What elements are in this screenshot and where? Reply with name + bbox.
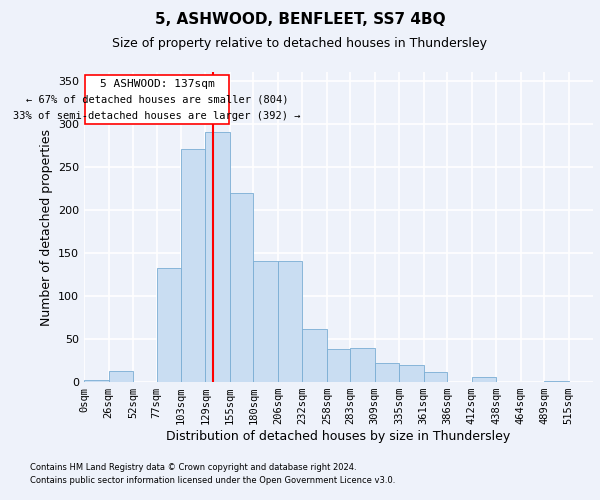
Bar (424, 372, 447, 382)
Bar (399, 365, 424, 382)
Bar (278, 260, 302, 382)
Text: 5 ASHWOOD: 137sqm: 5 ASHWOOD: 137sqm (100, 79, 214, 89)
Bar (253, 260, 278, 382)
Bar (375, 363, 399, 382)
Bar (181, 150, 205, 382)
Text: Contains public sector information licensed under the Open Government Licence v3: Contains public sector information licen… (30, 476, 395, 485)
X-axis label: Distribution of detached houses by size in Thundersley: Distribution of detached houses by size … (166, 430, 511, 443)
Bar (84, 380, 109, 382)
Text: 5, ASHWOOD, BENFLEET, SS7 4BQ: 5, ASHWOOD, BENFLEET, SS7 4BQ (155, 12, 445, 28)
Bar (472, 377, 496, 382)
Bar (109, 371, 133, 382)
Y-axis label: Number of detached properties: Number of detached properties (40, 128, 53, 326)
Bar (327, 350, 350, 382)
Text: ← 67% of detached houses are smaller (804): ← 67% of detached houses are smaller (80… (26, 95, 288, 105)
Text: Contains HM Land Registry data © Crown copyright and database right 2024.: Contains HM Land Registry data © Crown c… (30, 464, 356, 472)
Bar (157, 268, 181, 382)
Bar (302, 328, 327, 382)
Bar (350, 348, 375, 382)
Bar (205, 132, 230, 382)
Bar (230, 192, 253, 382)
Text: Size of property relative to detached houses in Thundersley: Size of property relative to detached ho… (113, 38, 487, 51)
Text: 33% of semi-detached houses are larger (392) →: 33% of semi-detached houses are larger (… (13, 111, 301, 121)
FancyBboxPatch shape (85, 76, 229, 124)
